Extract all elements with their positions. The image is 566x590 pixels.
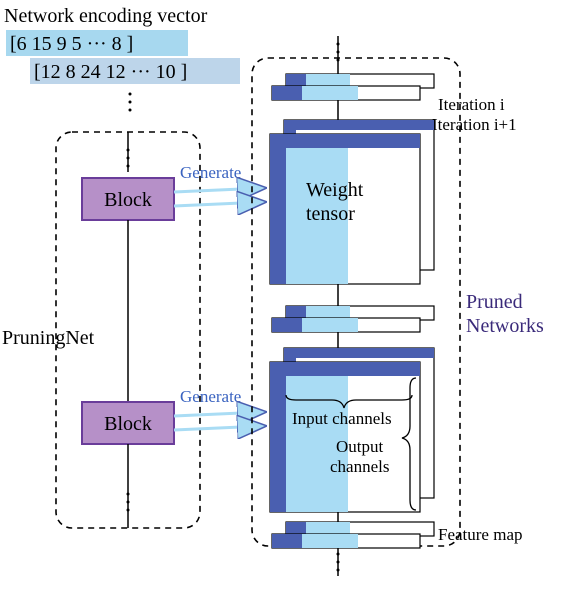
- featuremap-top-front: [272, 86, 420, 100]
- pruned-net-label-2: Networks: [466, 315, 544, 337]
- block-2-label: Block: [104, 413, 152, 435]
- vec2-text: [12 8 24 12 ··· 10 ]: [34, 61, 187, 83]
- featuremap-bot-front: [272, 534, 420, 548]
- iter-i1: Iteration i+1: [432, 115, 517, 134]
- title-text: Network encoding vector: [4, 5, 208, 27]
- weight-tensor-l1: Weight: [306, 179, 364, 201]
- weight-tensor-l2: tensor: [306, 203, 355, 225]
- pruned-net-label-1: Pruned: [466, 291, 523, 313]
- output-ch-l1: Output: [336, 437, 384, 456]
- pruningnet-label: PruningNet: [2, 327, 95, 349]
- block-1-label: Block: [104, 189, 152, 211]
- generate-1: Generate: [180, 163, 241, 182]
- featuremap-mid-front: [272, 318, 420, 332]
- input-ch-label: Input channels: [292, 409, 392, 428]
- generate-2: Generate: [180, 387, 241, 406]
- iter-i: Iteration i: [438, 95, 505, 114]
- vec1-text: [6 15 9 5 ··· 8 ]: [10, 33, 133, 55]
- output-ch-l2: channels: [330, 457, 389, 476]
- feature-map-label: Feature map: [438, 525, 523, 544]
